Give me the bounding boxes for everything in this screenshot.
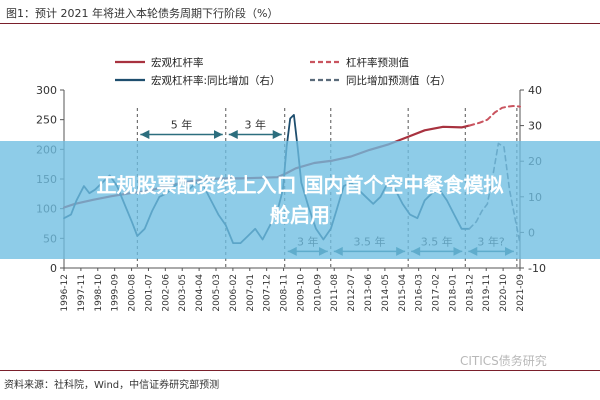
- footer-rule: [0, 370, 600, 371]
- x-tick-label: 2006-02: [229, 274, 239, 312]
- x-tick-label: 2018-12: [465, 274, 475, 312]
- x-tick-label: 2020-10: [499, 274, 509, 312]
- x-tick-label: 2017-02: [432, 274, 442, 312]
- legend-label: 同比增加预测值（右）: [346, 74, 451, 87]
- x-tick-label: 2008-11: [280, 274, 290, 312]
- x-tick-label: 2010-09: [313, 274, 323, 312]
- x-tick-label: 2009-10: [296, 274, 306, 312]
- x-tick-label: 1998-10: [94, 274, 104, 312]
- x-tick-label: 2001-07: [144, 274, 154, 312]
- title-rule: [0, 23, 600, 24]
- x-tick-label: 2016-03: [415, 274, 425, 312]
- overlay-banner-text: 正规股票配资线上入口 国内首个空中餐食模拟舱启用: [96, 173, 504, 227]
- period-label: 5 年: [171, 118, 193, 132]
- figure-title: 图1：预计 2021 年将进入本轮债务周期下行阶段（%）: [6, 7, 279, 20]
- x-tick-label: 2007-01: [246, 274, 256, 312]
- legend-label: 杠杆率预测值: [346, 56, 409, 69]
- x-tick-label: 2021-09: [516, 274, 526, 312]
- x-tick-label: 2014-05: [381, 274, 391, 312]
- y-tick-label-left: 0: [50, 262, 57, 275]
- y-tick-label-left: 250: [36, 114, 57, 127]
- x-tick-label: 2004-04: [195, 274, 205, 312]
- x-tick-label: 2003-05: [178, 274, 188, 312]
- period-label: 3 年: [244, 118, 266, 132]
- y-tick-label-right: 40: [528, 84, 542, 97]
- series-line: [468, 105, 521, 127]
- x-tick-label: 2018-01: [448, 274, 458, 312]
- x-tick-label: 2011-08: [330, 274, 340, 312]
- x-tick-label: 1997-11: [77, 274, 87, 312]
- legend-label: 宏观杠杆率: [151, 56, 204, 69]
- overlay-banner: 正规股票配资线上入口 国内首个空中餐食模拟舱启用: [0, 141, 600, 259]
- x-tick-label: 2007-12: [263, 274, 273, 312]
- legend-label: 宏观杠杆率:同比增加（右）: [151, 74, 281, 87]
- x-tick-label: 2015-04: [398, 274, 408, 312]
- x-tick-label: 2013-06: [364, 274, 374, 312]
- watermark-text: CITICS债务研究: [460, 354, 547, 368]
- x-tick-label: 2002-06: [161, 274, 171, 312]
- x-tick-label: 2005-03: [212, 274, 222, 312]
- x-tick-label: 2019-11: [482, 274, 492, 312]
- y-tick-label-right: -10: [528, 262, 546, 275]
- x-tick-label: 2000-08: [128, 274, 138, 312]
- x-tick-label: 1996-12: [60, 274, 70, 312]
- x-tick-label: 1999-09: [111, 274, 121, 312]
- y-tick-label-left: 300: [36, 84, 57, 97]
- x-tick-label: 2012-07: [347, 274, 357, 312]
- y-tick-label-right: 30: [528, 120, 542, 133]
- source-note: 资料来源：社科院，Wind，中信证券研究部预测: [4, 380, 220, 391]
